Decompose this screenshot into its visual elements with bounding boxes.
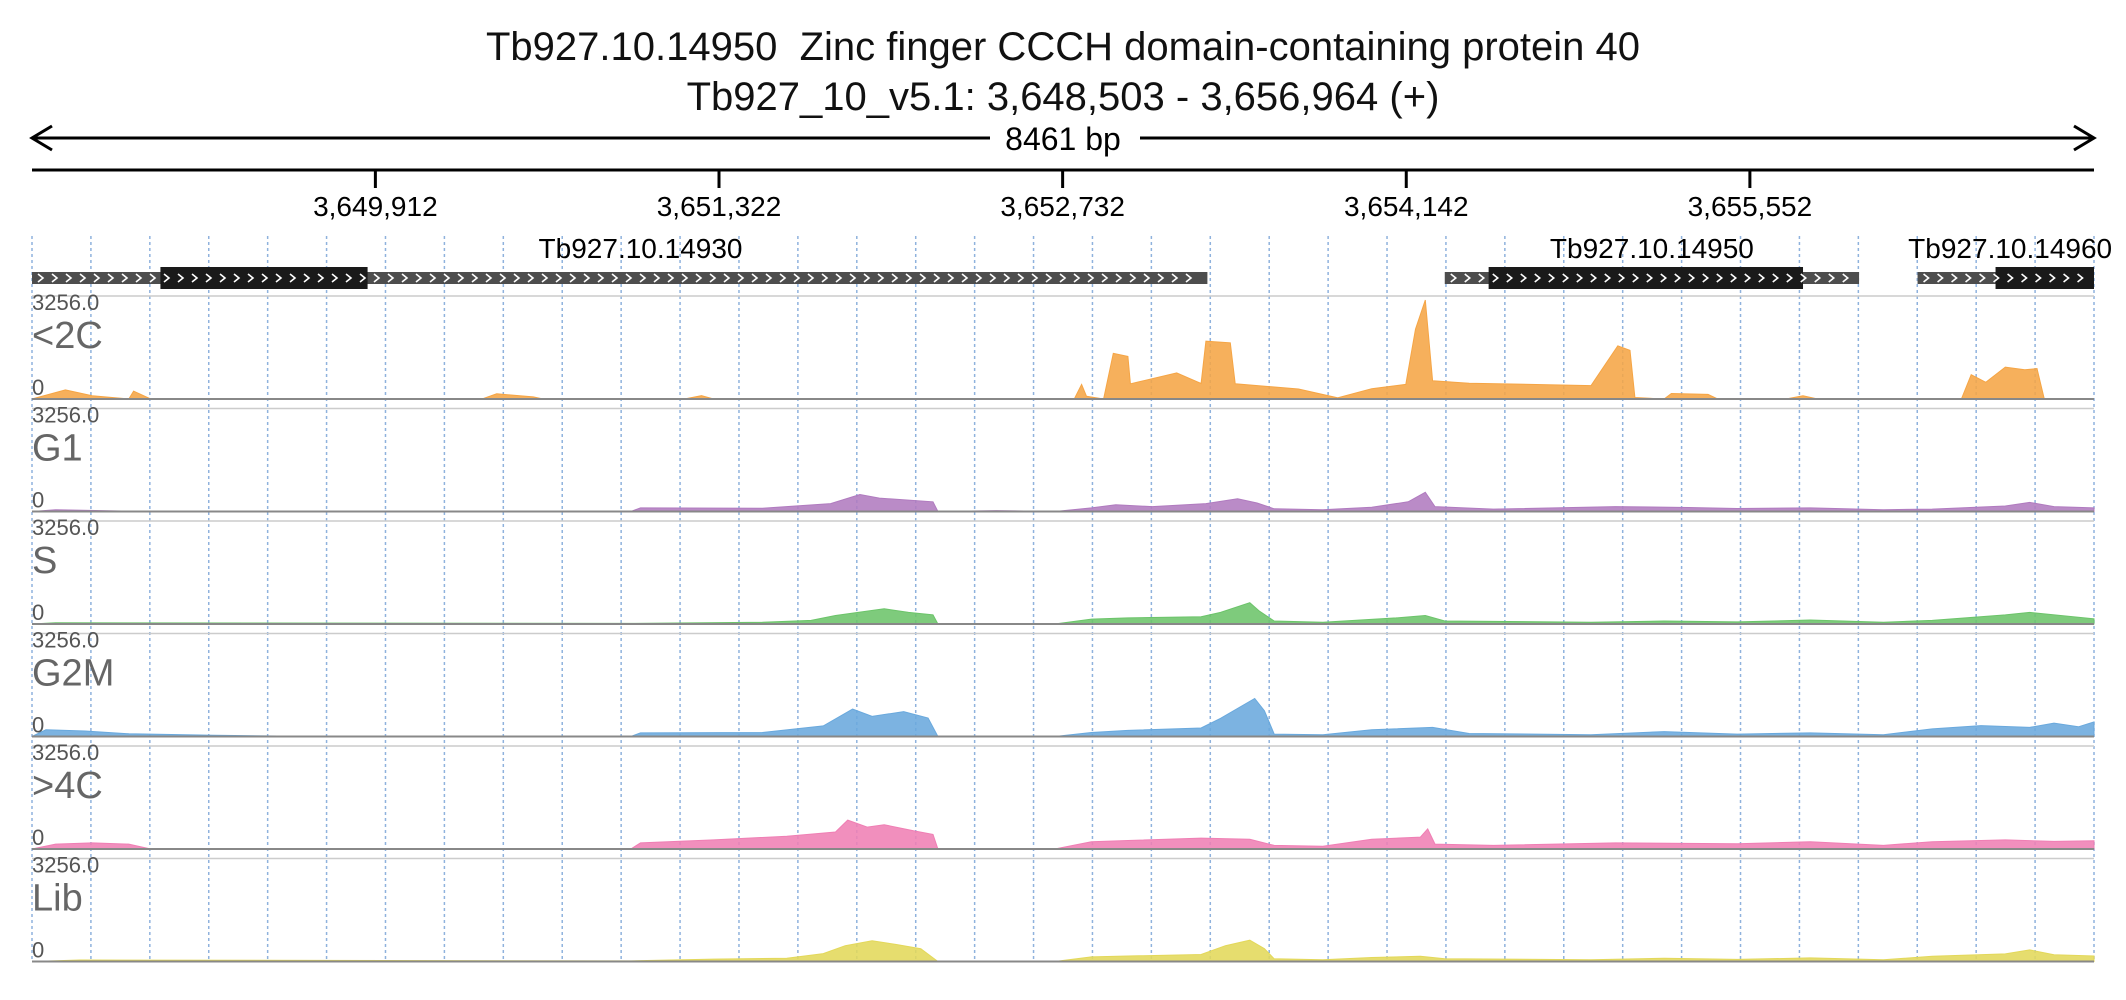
gene-model[interactable]: Tb927.10.14950 xyxy=(1444,233,1860,289)
track-name: G1 xyxy=(32,428,83,470)
strand-arrows xyxy=(37,273,1193,283)
ruler-tick-label: 3,654,142 xyxy=(1344,191,1469,222)
coverage-area xyxy=(31,602,2095,625)
track-ymax-label: 3256.0 xyxy=(32,403,99,428)
ruler-tick-label: 3,651,322 xyxy=(657,191,782,222)
gene-track: Tb927.10.14930 Tb927.10.14950 Tb927.10.149… xyxy=(32,233,2112,289)
gene-cds-bar xyxy=(160,267,368,289)
track-ymax-label: 3256.0 xyxy=(32,740,99,765)
gene-model[interactable]: Tb927.10.14930 xyxy=(32,233,1208,289)
span-arrowhead-right xyxy=(2073,124,2097,152)
ruler-ticks: 3,649,912 3,651,322 3,652,732 3,654,142 3,65… xyxy=(313,170,1812,222)
coverage-area xyxy=(31,299,2094,400)
strand-arrows xyxy=(1450,273,1850,283)
track-ymax-label: 3256.0 xyxy=(32,515,99,540)
ruler-tick-label: 3,652,732 xyxy=(1000,191,1125,222)
track-ymin-label: 0 xyxy=(32,713,44,738)
track-name: <2C xyxy=(32,315,103,357)
ruler-tick-label: 3,649,912 xyxy=(313,191,438,222)
span-arrowhead-left xyxy=(29,124,53,152)
strand-arrows xyxy=(1923,273,2084,283)
title-locus: Tb927_10_v5.1: 3,648,503 - 3,656,964 (+) xyxy=(686,75,1440,119)
span-label: 8461 bp xyxy=(1005,121,1121,157)
coverage-area xyxy=(31,939,2095,962)
track-name: G2M xyxy=(32,653,114,695)
track-name: >4C xyxy=(32,765,103,807)
coverage-area xyxy=(31,819,2095,850)
track-ymax-label: 3256.0 xyxy=(32,290,99,315)
track-ymin-label: 0 xyxy=(32,938,44,963)
coverage-track: 3256.0>4C 0 xyxy=(31,740,2095,850)
chart-title: Tb927.10.14950 Zinc finger CCCH domain-c… xyxy=(0,22,2126,122)
track-ymin-label: 0 xyxy=(32,375,44,400)
track-ymin-label: 0 xyxy=(32,488,44,513)
title-gene: Tb927.10.14950 Zinc finger CCCH domain-c… xyxy=(485,25,1640,69)
coverage-area xyxy=(31,491,2095,513)
track-name: Lib xyxy=(32,878,83,920)
gene-cds-bar xyxy=(1995,267,2094,289)
coverage-tracks: 3256.0<2C03256.0G103256.0S03256.0G2M0325… xyxy=(31,290,2095,963)
ruler-tick-label: 3,655,552 xyxy=(1688,191,1813,222)
track-ymax-label: 3256.0 xyxy=(32,853,99,878)
gene-label: Tb927.10.14930 xyxy=(539,233,743,264)
track-name: S xyxy=(32,540,57,582)
coverage-track: 3256.0<2C 0 xyxy=(31,290,2094,400)
coverage-area xyxy=(31,697,2095,737)
gene-label: Tb927.10.14950 xyxy=(1550,233,1754,264)
ruler: 8461 bp xyxy=(29,121,2097,172)
track-ymin-label: 0 xyxy=(32,600,44,625)
coverage-track: 3256.0S 0 xyxy=(31,515,2095,625)
grid-lines xyxy=(31,236,2095,962)
track-ymin-label: 0 xyxy=(32,825,44,850)
track-ymax-label: 3256.0 xyxy=(32,628,99,653)
gene-model[interactable]: Tb927.10.14960 xyxy=(1908,233,2112,289)
gene-cds-bar xyxy=(1488,267,1804,289)
gene-label: Tb927.10.14960 xyxy=(1908,233,2112,264)
coverage-track: 3256.0G1 0 xyxy=(31,403,2095,513)
